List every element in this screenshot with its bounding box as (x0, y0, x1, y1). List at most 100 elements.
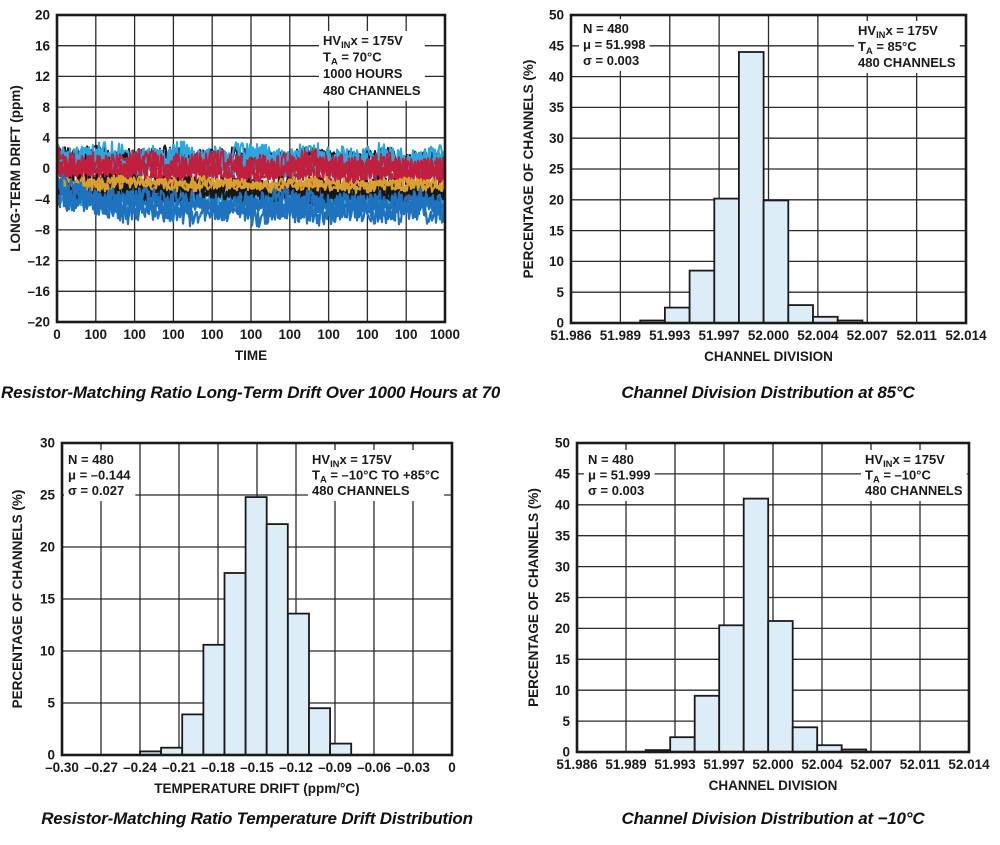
annotation-box (861, 450, 967, 501)
y-tick-label: 25 (549, 162, 565, 177)
x-tick-label: 52.007 (850, 757, 891, 772)
histogram-bar (762, 199, 790, 323)
y-tick-label: 50 (555, 436, 570, 451)
histogram-bar (718, 624, 745, 752)
annotation-line: μ = 51.998 (583, 37, 646, 52)
y-tick-label: 20 (555, 621, 570, 636)
x-tick-label: 51.997 (698, 328, 739, 343)
y-tick-label: 20 (35, 8, 50, 23)
x-tick-label: 52.011 (896, 328, 937, 343)
y-tick-label: 30 (555, 559, 570, 574)
y-tick-label: –12 (27, 253, 50, 268)
y-axis-title: PERCENTAGE OF CHANNELS (%) (526, 488, 541, 707)
y-tick-label: 5 (562, 714, 570, 729)
x-tick-label: 52.004 (801, 757, 843, 772)
x-tick-label: 52.000 (748, 328, 789, 343)
annotation-line: μ = 51.999 (588, 468, 651, 483)
annotation-line: TA = –10°C (865, 468, 931, 485)
x-axis-title: TEMPERATURE DRIFT (ppm/°C) (154, 781, 359, 796)
annotation-line: 480 CHANNELS (312, 483, 410, 498)
x-tick-label: 100 (162, 327, 185, 342)
x-tick-label: –0.21 (162, 760, 196, 775)
x-tick-label: 52.000 (752, 757, 793, 772)
channel-division-85c-plot: 51.986 51.989 51.993 51.997 52.000 52.004 52.0… (500, 0, 1000, 420)
y-tick-label: 50 (549, 8, 564, 23)
y-tick-label: 45 (555, 467, 571, 482)
chart-caption-channel-division-minus10c: Channel Division Distribution at −10°C (621, 809, 925, 828)
y-tick-label: 40 (555, 498, 570, 513)
annotation-line: TA = 85°C (858, 39, 917, 56)
histogram-bar (713, 197, 740, 323)
histogram-bar (669, 736, 696, 752)
annotation-box (319, 31, 425, 101)
histogram-bars (639, 51, 864, 323)
x-tick-label: 52.011 (900, 757, 941, 772)
x-tick-label: 100 (85, 327, 108, 342)
chart-caption-long-term-drift: Resistor-Matching Ratio Long-Term Drift … (1, 383, 519, 402)
plot-border (60, 441, 454, 757)
y-tick-label: 10 (40, 644, 55, 659)
long-term-drift-plot: 0 100 100 100 100 100 100 100 100 100 1000 20 16 12 8 4… (0, 0, 500, 420)
x-tick-label: –0.09 (318, 760, 352, 775)
histogram-bar (742, 497, 770, 752)
histogram-bar (286, 612, 310, 755)
histogram-bar (693, 694, 721, 752)
x-tick-label: 52.014 (948, 757, 990, 772)
axis-labels: 51.986 51.989 51.993 51.997 52.000 52.004 52.0… (521, 8, 987, 364)
x-axis-title: CHANNEL DIVISION (704, 349, 833, 364)
annotation-line: 480 CHANNELS (858, 55, 956, 70)
gold-band-trace (57, 174, 445, 191)
y-tick-label: 5 (47, 696, 55, 711)
histogram-bar (329, 742, 353, 755)
x-axis-title: CHANNEL DIVISION (709, 778, 838, 793)
histogram-bar (767, 620, 794, 752)
y-tick-label: –16 (27, 284, 50, 299)
y-tick-label: 10 (555, 683, 570, 698)
annotation-box (854, 21, 960, 73)
y-tick-label: 12 (35, 69, 50, 84)
y-tick-label: 0 (42, 161, 50, 176)
histogram-bar (737, 51, 765, 323)
histogram-bar (663, 306, 691, 323)
histogram-bar (308, 707, 332, 755)
y-tick-label: 0 (47, 748, 55, 763)
annotation-box (308, 450, 445, 501)
x-tick-label: 52.014 (945, 328, 987, 343)
x-tick-label: 100 (123, 327, 146, 342)
plot-border (575, 441, 971, 754)
y-tick-label: 0 (556, 316, 564, 331)
crimson-band-trace (57, 146, 445, 181)
y-tick-label: 25 (40, 488, 56, 503)
x-tick-label: 51.986 (550, 328, 592, 343)
y-tick-label: 15 (555, 652, 571, 667)
y-tick-label: 20 (549, 193, 564, 208)
y-axis-title: LONG-TERM DRIFT (ppm) (8, 85, 23, 251)
annotation-line: TA = 70°C (323, 50, 382, 67)
annotation-line: μ = –0.144 (68, 468, 131, 483)
chart-temperature-drift: –0.30 –0.27 –0.24 –0.21 –0.18 –0.15 –0.12 –0.09… (0, 420, 500, 845)
histogram-bar (244, 496, 268, 755)
axis-labels: 51.986 51.989 51.993 51.997 52.000 52.004 52.0… (526, 436, 990, 793)
y-tick-label: –4 (35, 192, 51, 207)
x-tick-label: –0.18 (201, 760, 235, 775)
annotation-line: HVINx = 175V (865, 452, 945, 469)
blue-band-trace (57, 173, 445, 216)
histogram-bar (787, 304, 814, 323)
y-tick-label: 35 (549, 100, 565, 115)
x-tick-label: 0 (448, 760, 456, 775)
x-tick-label: 100 (317, 327, 340, 342)
x-tick-label: 1000 (430, 327, 460, 342)
y-tick-label: 25 (555, 590, 571, 605)
annotation-line: N = 480 (588, 452, 634, 467)
x-tick-label: 51.997 (703, 757, 744, 772)
x-tick-label: 100 (201, 327, 224, 342)
gold-band-trace (57, 177, 445, 195)
x-tick-label: 52.007 (847, 328, 888, 343)
x-tick-label: –0.03 (396, 760, 430, 775)
